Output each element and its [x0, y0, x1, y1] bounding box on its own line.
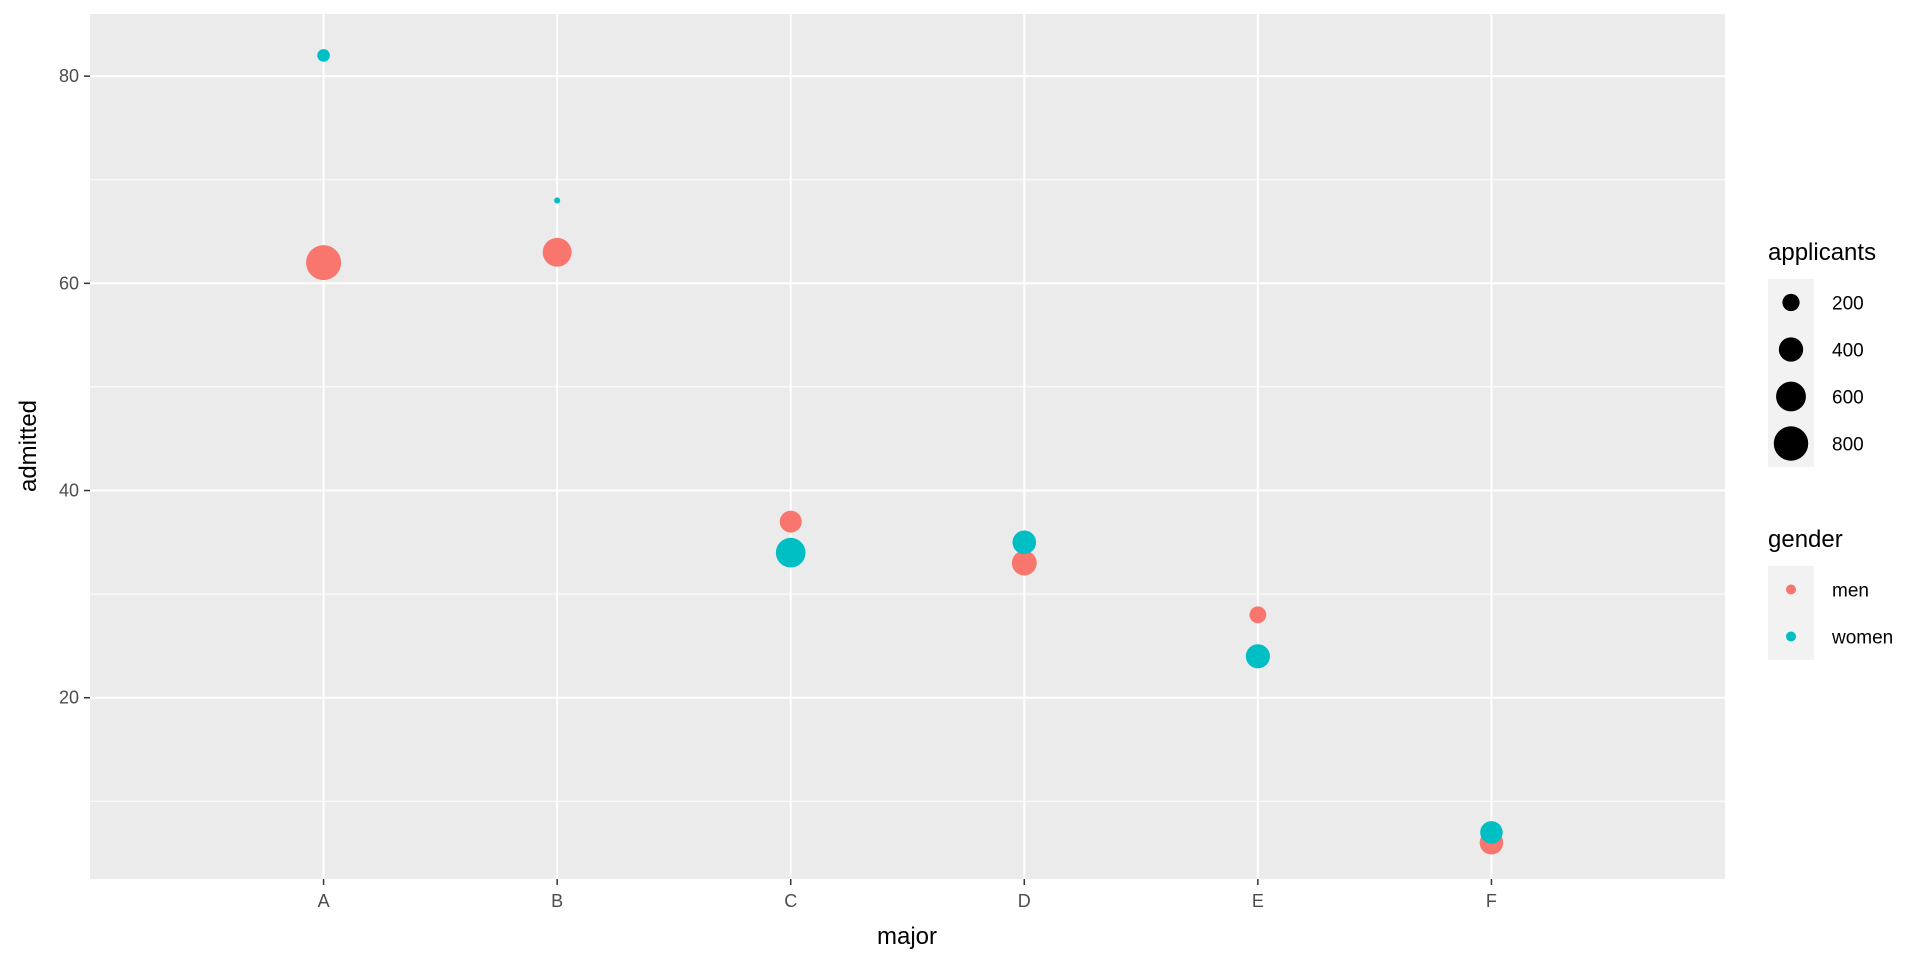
x-tick-label: E	[1252, 891, 1264, 911]
data-point-men-E	[1249, 606, 1267, 624]
size-legend-key-800	[1773, 426, 1809, 461]
x-tick-label: F	[1486, 891, 1497, 911]
color-legend-label: men	[1832, 581, 1869, 602]
major-gridlines	[90, 14, 1725, 879]
data-point-women-D	[1012, 530, 1037, 555]
x-axis-ticks: A B C D E F	[318, 879, 1497, 911]
data-point-men-D	[1011, 550, 1037, 576]
x-axis-title: major	[877, 923, 937, 950]
data-point-women-C	[775, 537, 806, 568]
color-legend-key-background	[1768, 566, 1814, 660]
color-legend-key-women	[1786, 631, 1796, 642]
color-legend: gender men women	[1768, 526, 1893, 660]
data-points	[306, 49, 1504, 855]
size-legend-label: 200	[1832, 294, 1864, 315]
size-legend-label: 400	[1832, 341, 1864, 362]
size-legend-key-400	[1778, 337, 1804, 362]
data-point-women-B	[554, 197, 561, 204]
y-tick-label: 40	[59, 481, 79, 501]
size-legend-label: 800	[1832, 435, 1864, 456]
y-axis-ticks: 20 40 60 80	[59, 66, 90, 708]
x-tick-label: B	[551, 891, 563, 911]
size-legend-key-200	[1782, 293, 1800, 312]
size-legend-title: applicants	[1768, 239, 1876, 266]
x-tick-label: D	[1018, 891, 1031, 911]
size-legend-label: 600	[1832, 388, 1864, 409]
data-point-men-A	[306, 245, 342, 281]
y-axis-title: admitted	[15, 400, 42, 492]
color-legend-key-men	[1786, 584, 1796, 595]
data-point-women-E	[1245, 644, 1270, 669]
color-legend-title: gender	[1768, 526, 1843, 553]
data-point-men-C	[779, 510, 802, 533]
data-point-women-F	[1480, 821, 1503, 844]
size-legend-key-600	[1776, 381, 1806, 412]
x-tick-label: C	[784, 891, 797, 911]
data-point-men-B	[542, 237, 572, 267]
x-tick-label: A	[318, 891, 330, 911]
minor-gridlines	[90, 179, 1725, 802]
data-point-women-A	[317, 49, 330, 62]
size-legend: applicants 200 400 600 800	[1768, 239, 1876, 467]
y-tick-label: 80	[59, 66, 79, 86]
plot-panel	[90, 14, 1725, 879]
y-tick-label: 60	[59, 273, 79, 293]
y-tick-label: 20	[59, 688, 79, 708]
color-legend-label: women	[1831, 628, 1893, 649]
